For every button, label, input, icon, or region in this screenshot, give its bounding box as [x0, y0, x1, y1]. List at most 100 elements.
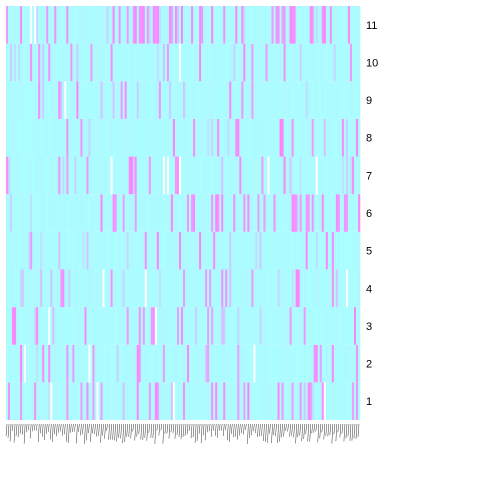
heatmap-cell: [150, 194, 154, 232]
heatmap-cell: [347, 6, 351, 44]
heatmap-cell: [98, 194, 101, 232]
heatmap-cell: [313, 43, 317, 82]
row-label: 1: [366, 396, 372, 408]
heatmap-cell: [64, 81, 67, 119]
heatmap-cell: [315, 6, 319, 44]
heatmap-cell: [285, 118, 288, 157]
heatmap-cell: [291, 269, 294, 308]
heatmap-cell: [160, 6, 164, 44]
heatmap-cell: [172, 269, 176, 308]
heatmap-cell: [54, 43, 57, 82]
heatmap-cell: [289, 43, 292, 82]
heatmap-cell: [333, 344, 337, 383]
heatmap-cell: [287, 156, 290, 195]
heatmap-cell: [158, 269, 162, 308]
heatmap-cell: [100, 118, 103, 157]
heatmap-cell: [72, 81, 75, 119]
column-label-mark: [249, 423, 251, 438]
heatmap-cell: [269, 6, 272, 44]
heatmap-cell: [281, 118, 284, 157]
heatmap-cell: [299, 344, 302, 383]
heatmap-cell: [261, 118, 264, 157]
heatmap-cell: [323, 231, 327, 270]
heatmap-cell: [162, 118, 166, 157]
heatmap-cell: [197, 43, 200, 82]
heatmap-cell: [229, 269, 232, 308]
heatmap-cell: [116, 194, 119, 232]
heatmap-cell: [285, 6, 288, 44]
heatmap-cell: [136, 6, 140, 44]
heatmap-cell: [42, 118, 45, 157]
heatmap-cell: [339, 81, 343, 119]
heatmap-cell: [132, 344, 136, 383]
heatmap-cell: [321, 156, 325, 195]
heatmap-cell: [235, 344, 238, 383]
heatmap-cell: [335, 156, 339, 195]
heatmap-cell: [337, 344, 341, 383]
heatmap-cell: [130, 6, 134, 44]
heatmap-cell: [347, 344, 351, 383]
column-label-mark: [174, 423, 177, 439]
heatmap-cell: [64, 307, 67, 345]
heatmap-cell: [279, 269, 282, 308]
heatmap-cell: [195, 6, 198, 44]
column-label-mark: [323, 423, 326, 440]
heatmap-cell: [180, 43, 184, 82]
heatmap-cell: [275, 6, 278, 44]
heatmap-cell: [357, 344, 361, 383]
heatmap-cell: [351, 231, 355, 270]
heatmap-cell: [68, 118, 71, 157]
heatmap-cell: [201, 231, 204, 270]
heatmap-cell: [297, 43, 300, 82]
heatmap-cell: [293, 269, 296, 308]
heatmap-cell: [185, 43, 188, 82]
heatmap-cell: [86, 231, 89, 270]
heatmap-cell: [263, 269, 266, 308]
column-label-mark: [295, 423, 297, 444]
heatmap-cell: [180, 194, 184, 232]
heatmap-cell: [201, 307, 204, 345]
heatmap-cell: [36, 382, 39, 420]
heatmap-cell: [231, 118, 234, 157]
heatmap-cell: [209, 6, 212, 44]
column-label-mark: [273, 423, 275, 436]
heatmap-cell: [243, 81, 246, 119]
heatmap-cell: [203, 43, 206, 82]
heatmap-cell: [42, 269, 45, 308]
heatmap-cell: [245, 118, 248, 157]
heatmap-cell: [46, 231, 49, 270]
heatmap-cell: [168, 43, 172, 82]
heatmap-cell: [189, 43, 192, 82]
heatmap-cell: [150, 344, 154, 383]
heatmap-cell: [299, 194, 302, 232]
heatmap-cell: [317, 194, 321, 232]
heatmap-cell: [237, 382, 240, 420]
heatmap-cell: [201, 118, 204, 157]
heatmap-cell: [275, 194, 278, 232]
heatmap-cell: [114, 43, 117, 82]
heatmap-cell: [203, 269, 206, 308]
heatmap-cell: [170, 81, 174, 119]
heatmap-cell: [237, 6, 240, 44]
column-label-mark: [335, 423, 338, 442]
heatmap-cell: [56, 382, 59, 420]
heatmap-cell: [14, 382, 17, 420]
heatmap-cell: [355, 307, 359, 345]
heatmap-cell: [217, 269, 220, 308]
heatmap-cell: [102, 344, 105, 383]
heatmap-cell: [56, 194, 59, 232]
heatmap-cell: [249, 43, 252, 82]
heatmap-cell: [321, 118, 325, 157]
heatmap-cell: [275, 156, 278, 195]
heatmap-cell: [40, 307, 43, 345]
heatmap-cell: [271, 6, 274, 44]
heatmap-cell: [245, 231, 248, 270]
heatmap-cell: [32, 382, 35, 420]
heatmap-cell: [277, 118, 280, 157]
heatmap-cell: [323, 43, 327, 82]
heatmap-cell: [243, 194, 246, 232]
column-label-mark: [27, 423, 30, 431]
heatmap-cell: [313, 382, 317, 420]
heatmap-cell: [8, 231, 11, 270]
heatmap-cell: [249, 269, 252, 308]
